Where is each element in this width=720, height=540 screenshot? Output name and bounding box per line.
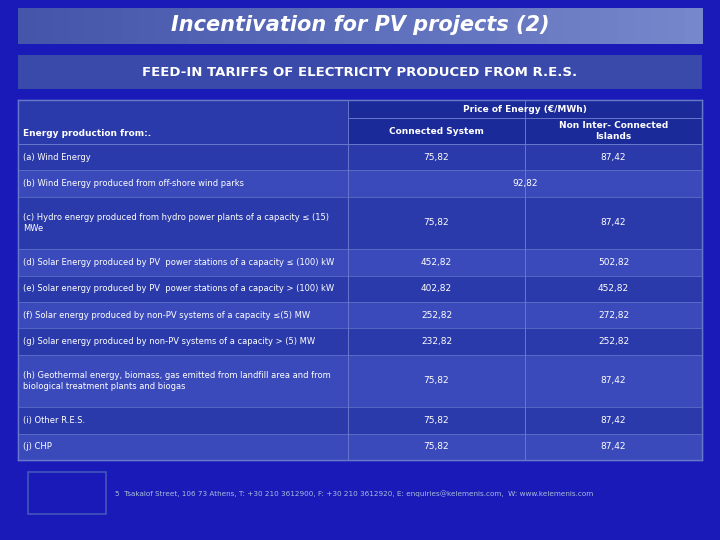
Bar xyxy=(325,8,344,44)
Text: 87,42: 87,42 xyxy=(600,219,626,227)
Bar xyxy=(616,8,634,44)
Text: 75,82: 75,82 xyxy=(423,416,449,425)
Text: (b) Wind Energy produced from off-shore wind parks: (b) Wind Energy produced from off-shore … xyxy=(23,179,244,188)
Text: 87,42: 87,42 xyxy=(600,442,626,451)
Bar xyxy=(395,8,413,44)
Bar xyxy=(411,8,429,44)
Text: 75,82: 75,82 xyxy=(423,442,449,451)
Text: 452,82: 452,82 xyxy=(421,258,452,267)
Text: 402,82: 402,82 xyxy=(421,285,452,293)
Text: 272,82: 272,82 xyxy=(598,310,629,320)
Text: 87,42: 87,42 xyxy=(600,153,626,161)
Bar xyxy=(258,8,276,44)
Bar xyxy=(53,8,71,44)
Bar xyxy=(18,355,702,407)
Bar xyxy=(223,8,241,44)
Bar xyxy=(634,8,652,44)
Bar xyxy=(480,8,498,44)
Bar xyxy=(360,8,702,44)
Bar xyxy=(651,8,669,44)
Bar xyxy=(292,8,310,44)
Text: (f) Solar energy produced by non-PV systems of a capacity ≤(5) MW: (f) Solar energy produced by non-PV syst… xyxy=(23,310,310,320)
Bar xyxy=(18,8,36,44)
Text: 252,82: 252,82 xyxy=(598,337,629,346)
Bar xyxy=(189,8,207,44)
Bar xyxy=(18,144,702,170)
Bar xyxy=(565,8,583,44)
Bar xyxy=(240,8,258,44)
Text: 452,82: 452,82 xyxy=(598,285,629,293)
Text: 75,82: 75,82 xyxy=(423,376,449,386)
Bar xyxy=(155,8,173,44)
Bar xyxy=(18,434,702,460)
Bar xyxy=(18,407,702,434)
Text: (e) Solar energy produced by PV  power stations of a capacity > (100) kW: (e) Solar energy produced by PV power st… xyxy=(23,285,334,293)
Text: (c) Hydro energy produced from hydro power plants of a capacity ≤ (15)
MWe: (c) Hydro energy produced from hydro pow… xyxy=(23,213,329,233)
Text: Non Inter- Connected
Islands: Non Inter- Connected Islands xyxy=(559,122,668,141)
Text: Incentivation for PV projects (2): Incentivation for PV projects (2) xyxy=(171,15,549,35)
Bar xyxy=(18,328,702,355)
Text: 87,42: 87,42 xyxy=(600,416,626,425)
Text: (d) Solar Energy produced by PV  power stations of a capacity ≤ (100) kW: (d) Solar Energy produced by PV power st… xyxy=(23,258,334,267)
Text: 87,42: 87,42 xyxy=(600,376,626,386)
Bar xyxy=(309,8,327,44)
Bar xyxy=(18,100,348,144)
Text: (a) Wind Energy: (a) Wind Energy xyxy=(23,153,91,161)
Bar xyxy=(18,249,702,275)
Text: (i) Other R.E.S.: (i) Other R.E.S. xyxy=(23,416,85,425)
Bar xyxy=(18,55,702,89)
Bar xyxy=(18,197,702,249)
Text: 232,82: 232,82 xyxy=(421,337,452,346)
Text: Price of Energy (€/MWh): Price of Energy (€/MWh) xyxy=(463,105,587,113)
Bar xyxy=(497,8,515,44)
Text: 252,82: 252,82 xyxy=(421,310,452,320)
Bar xyxy=(104,8,122,44)
Text: 5  Tsakalof Street, 106 73 Athens, T: +30 210 3612900, F: +30 210 3612920, E: en: 5 Tsakalof Street, 106 73 Athens, T: +30… xyxy=(115,491,593,497)
Text: 75,82: 75,82 xyxy=(423,153,449,161)
Bar xyxy=(18,170,702,197)
Text: 502,82: 502,82 xyxy=(598,258,629,267)
Bar xyxy=(514,8,532,44)
Bar xyxy=(599,8,618,44)
Bar xyxy=(428,8,446,44)
Bar xyxy=(18,8,360,44)
Bar xyxy=(668,8,686,44)
Bar xyxy=(69,8,87,44)
Text: (h) Geothermal energy, biomass, gas emitted from landfill area and from
biologic: (h) Geothermal energy, biomass, gas emit… xyxy=(23,372,330,391)
Bar xyxy=(343,8,361,44)
Text: (g) Solar energy produced by non-PV systems of a capacity > (5) MW: (g) Solar energy produced by non-PV syst… xyxy=(23,337,315,346)
Bar xyxy=(28,472,106,514)
Text: 92,82: 92,82 xyxy=(512,179,538,188)
Bar xyxy=(582,8,600,44)
Text: Energy production from:.: Energy production from:. xyxy=(23,129,151,138)
Bar xyxy=(446,8,464,44)
Bar xyxy=(138,8,156,44)
Bar xyxy=(463,8,481,44)
Bar xyxy=(685,8,703,44)
Bar xyxy=(18,275,702,302)
Bar xyxy=(121,8,139,44)
Bar xyxy=(86,8,104,44)
Bar xyxy=(377,8,395,44)
Bar xyxy=(348,100,702,144)
Bar xyxy=(18,100,702,460)
Text: (j) CHP: (j) CHP xyxy=(23,442,52,451)
Bar xyxy=(274,8,292,44)
Text: FEED-IN TARIFFS OF ELECTRICITY PRODUCED FROM R.E.S.: FEED-IN TARIFFS OF ELECTRICITY PRODUCED … xyxy=(143,65,577,78)
Text: 75,82: 75,82 xyxy=(423,219,449,227)
Bar xyxy=(35,8,53,44)
Bar xyxy=(548,8,566,44)
Bar xyxy=(18,302,702,328)
Bar xyxy=(360,8,378,44)
Text: Connected System: Connected System xyxy=(389,126,484,136)
Bar xyxy=(172,8,190,44)
Bar xyxy=(206,8,224,44)
Bar xyxy=(531,8,549,44)
